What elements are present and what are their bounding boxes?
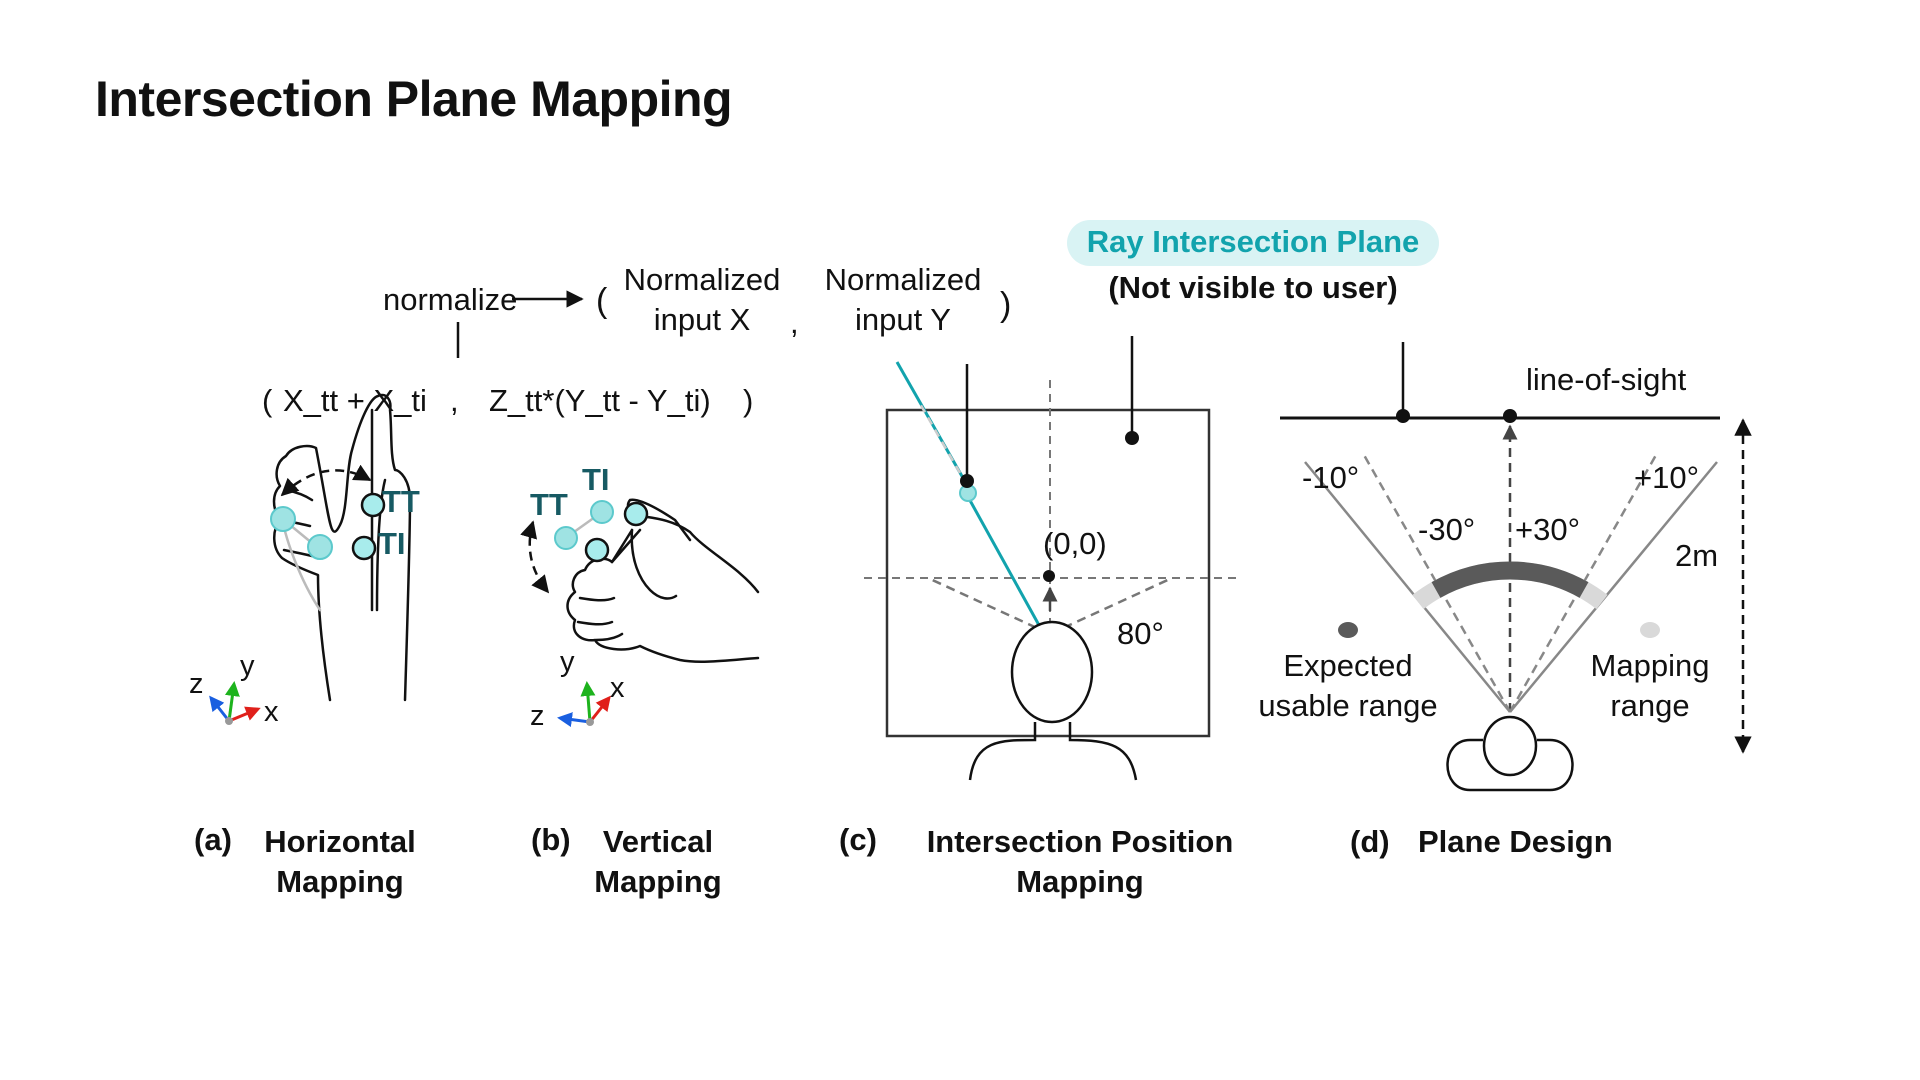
panel-b-axis-z: z [530,700,545,732]
normalize-label: normalize [383,282,518,317]
panel-a-ghost-finger [280,516,322,612]
expr-open-paren: ( [262,383,273,418]
panel-b-axis-y: y [560,646,575,678]
shoulder-left [968,722,1037,781]
head [1010,620,1094,724]
expected-range-line2: usable range [1258,688,1438,723]
formula-comma: , [790,305,799,340]
ray-segment-bottom [965,494,1042,628]
plane-label-name: Ray Intersection Plane [1086,224,1420,259]
panel-b-tt-label: TT [530,487,568,522]
line-of-sight-dot [1503,409,1517,423]
panel-a-caption-line2: Mapping [276,864,404,899]
normalized-y-line2: input Y [855,302,951,337]
plane-pointer-dot [1396,409,1410,423]
panel-b-hand [566,498,760,663]
panel-a-hand [272,393,412,702]
usable-boundary-right [1508,454,1658,713]
plane-label-note: (Not visible to user) [1108,270,1398,305]
normalized-x-line1: Normalized [623,262,781,297]
plane-box [885,408,1211,738]
user-head [1482,715,1538,777]
tt-joint [360,492,386,518]
mapping-range-line1: Mapping [1590,648,1710,683]
panel-d-caption: Plane Design [1418,824,1613,859]
panel-c-letter: (c) [839,822,877,857]
panel-b-axes [557,681,611,728]
mapping-range-line2: range [1610,688,1690,723]
tt-joint [584,537,610,563]
expr-comma: , [450,383,459,418]
close-paren: ) [1000,286,1012,324]
expected-range-line1: Expected [1283,648,1413,683]
plane-dot [1125,431,1139,445]
panel-a-motion-arrow [280,464,372,497]
panel-b-joints [554,500,649,563]
shoulder-right [1068,722,1138,781]
ti-joint [623,501,649,527]
panel-d [1280,342,1752,792]
line-of-sight-label: line-of-sight [1526,362,1687,397]
fov-label: 80° [1117,616,1164,651]
expr-close-paren: ) [743,383,754,418]
open-paren: ( [596,282,608,320]
panel-a-ti-label: TI [378,526,406,561]
panel-c-caption-line2: Mapping [1016,864,1144,899]
origin-label: (0,0) [1043,526,1107,561]
plane-label-highlight [1067,220,1439,266]
distance-label: 2m [1675,538,1719,573]
panel-a-tt-label: TT [382,484,420,519]
minus10-label: -10° [1302,460,1360,495]
panel-a-joints [270,492,386,561]
panel-c-caption-line1: Intersection Position [926,824,1234,859]
expr-z: Z_tt*(Y_tt - Y_ti) [489,383,711,418]
ghost-joint-1 [554,526,578,550]
normalized-y-dot [960,474,974,488]
ghost-joint-2 [307,534,333,560]
expr-x: X_tt + X_ti [283,383,427,418]
ghost-joint-1 [270,506,296,532]
panel-a-axis-y: y [240,650,255,682]
mapping-boundary-right [1509,461,1718,713]
plus30-label: +30° [1515,512,1580,547]
panel-d-letter: (d) [1350,824,1390,859]
panel-b-caption-line1: Vertical [602,824,714,859]
usable-range-arc [1431,561,1589,598]
ray-hidden [917,401,969,486]
mapping-boundary-left [1304,461,1511,713]
formula-connectors [456,290,584,358]
panel-b-axis-x: x [610,672,625,704]
panel-a-letter: (a) [194,822,232,857]
page-title: Intersection Plane Mapping [95,71,733,127]
panel-b-ti-label: TI [582,462,610,497]
panel-a-axes [209,681,261,725]
fov-left [927,576,1051,636]
usable-range-legend-dot [1338,622,1358,638]
panel-a-axis-z: z [189,668,204,700]
mapping-range-legend-dot [1640,622,1660,638]
ghost-joint-2 [590,500,614,524]
usable-boundary-left [1362,454,1512,713]
normalized-x-line2: input X [653,302,751,337]
panel-b-caption-line2: Mapping [594,864,722,899]
panel-a-caption-line1: Horizontal [264,824,416,859]
panel-b-letter: (b) [531,822,571,857]
user-shoulders [1446,738,1574,792]
ti-joint [351,535,377,561]
normalized-y-line1: Normalized [824,262,982,297]
plus10-label: +10° [1634,460,1699,495]
panel-a-axis-x: x [264,696,279,728]
panel-c [864,336,1238,781]
panel-b-motion-arrow [520,520,550,594]
minus30-label: -30° [1418,512,1476,547]
origin-dot [1043,570,1055,582]
fov-right [1049,576,1173,636]
